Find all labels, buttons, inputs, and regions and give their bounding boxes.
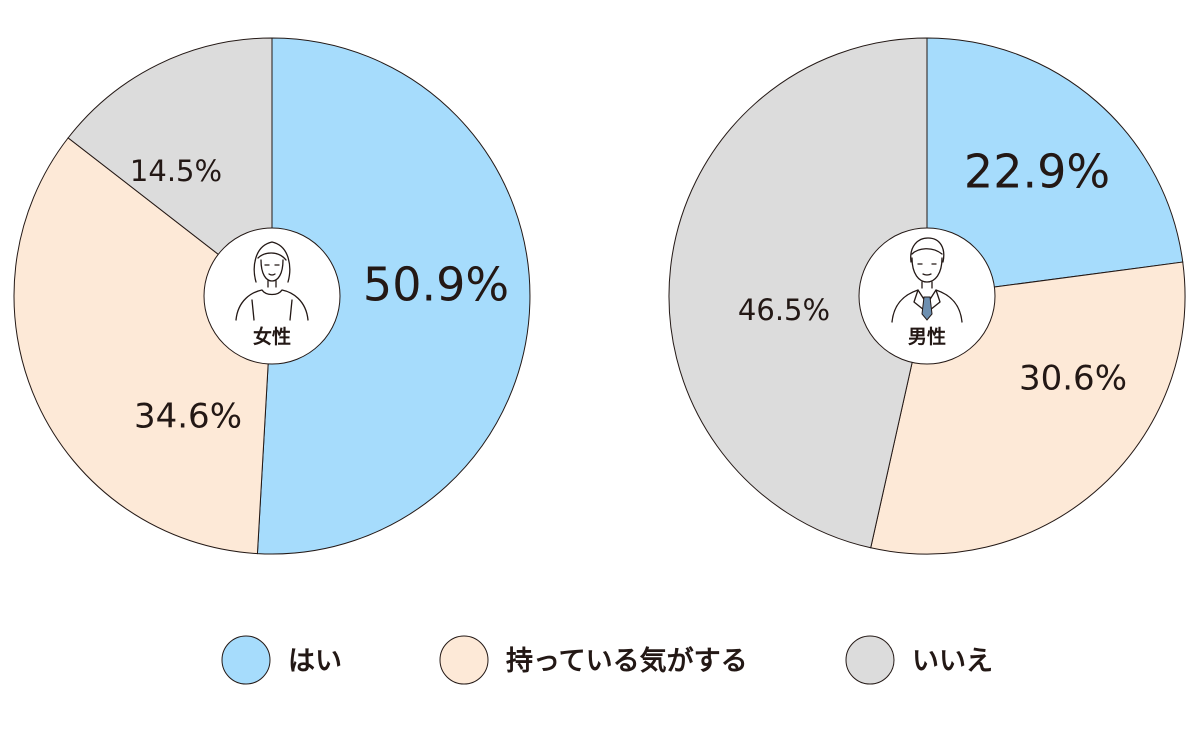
pie-labels: 22.9% 30.6% 46.5% [738, 145, 1127, 399]
pie-slice-maybe [13, 137, 273, 555]
pie-chart-female: 50.9% 34.6% 14.5% 女性 [13, 37, 531, 555]
pie-slice-no [67, 37, 273, 298]
legend-swatch-yes [221, 635, 271, 685]
pie-slice-yes [256, 37, 531, 555]
slice-value-label-maybe: 30.6% [1019, 359, 1127, 399]
center-label-male: 男性 [908, 325, 946, 348]
center-badge-circle [203, 227, 341, 365]
legend-swatch-maybe [439, 635, 489, 685]
pie-chart-male: 22.9% 30.6% 46.5% [668, 37, 1186, 555]
pie-slices [13, 37, 531, 555]
slice-value-label-yes: 50.9% [363, 258, 509, 312]
pie-slice-yes [926, 37, 1184, 297]
pie-slice-no [668, 37, 928, 549]
legend-label-yes: はい [288, 646, 342, 677]
legend-label-maybe: 持っている気がする [506, 645, 748, 677]
legend: はい 持っている気がする いいえ [221, 635, 993, 685]
center-badge: 女性 [203, 227, 341, 365]
slice-value-label-maybe: 34.6% [134, 397, 242, 437]
woman-avatar-icon [235, 241, 309, 321]
slice-value-label-yes: 22.9% [964, 145, 1110, 199]
tie-icon [921, 296, 933, 321]
legend-label-no: いいえ [912, 646, 993, 677]
center-label-female: 女性 [253, 325, 291, 348]
slice-value-label-no: 14.5% [130, 154, 222, 188]
center-badge-circle [858, 227, 996, 365]
slice-value-label-no: 46.5% [738, 293, 830, 327]
pie-labels: 50.9% 34.6% 14.5% [130, 154, 509, 437]
legend-swatch-no [845, 635, 895, 685]
center-badge: 男性 [858, 227, 996, 365]
